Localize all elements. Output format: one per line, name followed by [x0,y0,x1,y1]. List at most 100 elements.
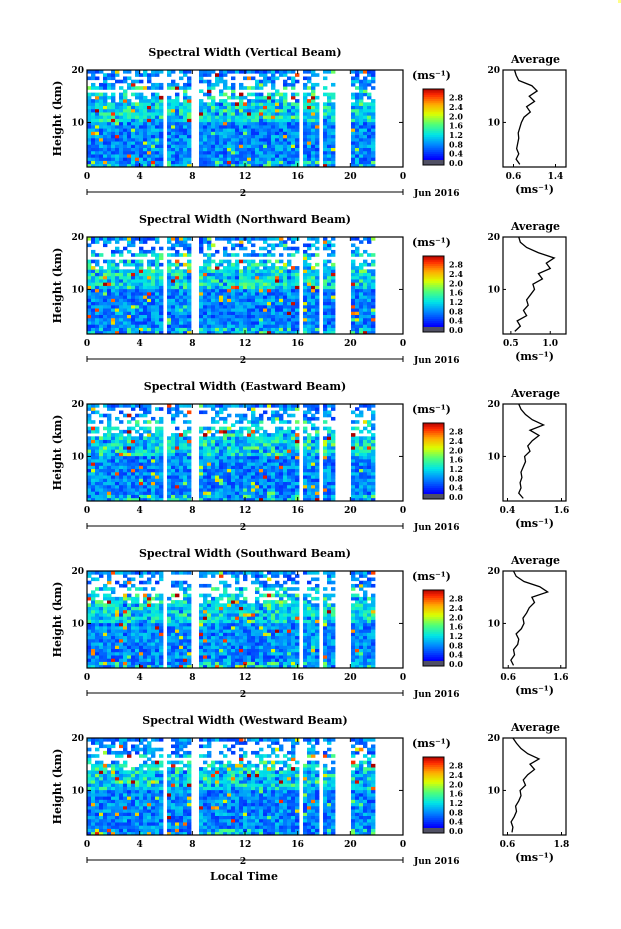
heatmap-cell [219,458,224,463]
heatmap-cell [135,429,140,434]
heatmap-cell [175,160,180,165]
heatmap-cell [331,446,336,450]
heatmap-cell [159,304,164,309]
heatmap-cell [327,321,332,325]
heatmap-cell [167,82,172,87]
heatmap-cell [219,471,224,476]
heatmap-cell [99,266,104,270]
heatmap-cell [315,416,320,421]
heatmap-cell [363,282,368,286]
heatmap-cell [275,291,280,296]
heatmap-cell [123,301,128,306]
heatmap-cell [267,404,272,408]
heatmap-cell [215,279,220,283]
heatmap-cell [155,118,160,123]
heatmap-cell [155,115,160,119]
heatmap-cell [115,272,120,277]
heatmap-cell [259,413,264,418]
heatmap-cell [131,157,136,161]
heatmap-cell [351,82,356,87]
heatmap-cell [267,154,272,158]
heatmap-cell [147,471,152,476]
heatmap-cell [243,413,248,418]
heatmap-cell [243,285,248,290]
heatmap-cell [207,324,212,328]
heatmap-cell [155,433,160,437]
heatmap-cell [323,291,328,296]
heatmap-cell [303,298,308,303]
heatmap-cell [99,471,104,476]
heatmap-cell [239,82,244,87]
heatmap-cell [295,433,300,437]
heatmap-cell [235,484,240,489]
heatmap-cell [111,465,116,470]
heatmap-cell [247,266,252,270]
heatmap-cell [303,266,308,270]
heatmap-cell [315,134,320,139]
heatmap-cell [243,321,248,325]
heatmap-cell [203,163,208,168]
heatmap-cell [295,475,300,479]
heatmap-cell [363,327,368,332]
heatmap-cell [87,128,92,132]
heatmap-cell [135,253,140,257]
heatmap-cell [143,465,148,470]
heatmap-cell [187,439,192,444]
heatmap-cell [275,144,280,148]
heatmap-cell [247,458,252,463]
heatmap-cell [239,475,244,479]
heatmap-cell [207,237,212,241]
heatmap-cell [331,465,336,470]
heatmap-cell [139,102,144,106]
heatmap-cell [331,141,336,145]
heatmap-cell [171,124,176,129]
heatmap-cell [211,481,216,486]
heatmap-cell [167,304,172,309]
heatmap-cell [203,462,208,466]
heatmap-cell [323,452,328,457]
heatmap-cell [307,256,312,261]
heatmap-cell [311,308,316,312]
heatmap-cell [219,259,224,264]
heatmap-cell [367,327,372,332]
heatmap-cell [147,275,152,280]
heatmap-cell [279,497,284,502]
heatmap-cell [255,439,260,444]
heatmap-cell [303,150,308,155]
heatmap-cell [231,163,236,168]
heatmap-cell [119,484,124,489]
heatmap-cell [255,298,260,303]
heatmap-cell [271,410,276,415]
heatmap-cell [363,134,368,139]
heatmap-cell [259,118,264,123]
heatmap-cell [115,262,120,267]
heatmap-cell [147,150,152,155]
heatmap-cell [175,321,180,325]
heatmap-cell [255,154,260,158]
heatmap-cell [303,404,308,408]
heatmap-cell [175,433,180,437]
heatmap-cell [203,330,208,335]
heatmap-cell [119,311,124,315]
heatmap-cell [235,134,240,139]
heatmap-cell [311,455,316,460]
heatmap-cell [103,141,108,145]
heatmap-cell [179,314,184,319]
heatmap-cell [271,121,276,126]
heatmap-cell [279,324,284,328]
heatmap-cell [211,471,216,476]
colorbar-segment [423,130,444,134]
heatmap-cell [231,150,236,155]
colorbar-segment [423,94,444,97]
heatmap-cell [247,92,252,97]
heatmap-cell [315,468,320,473]
heatmap-cell [155,426,160,431]
colorbar-segment [423,108,444,111]
heatmap-cell [127,249,132,254]
heatmap-cell [159,330,164,335]
heatmap-cell [147,478,152,482]
heatmap-cell [107,416,112,421]
colorbar: (ms⁻¹)0.00.40.81.21.62.02.42.8 [412,236,463,335]
heatmap-cell [235,112,240,116]
heatmap-cell [187,475,192,479]
